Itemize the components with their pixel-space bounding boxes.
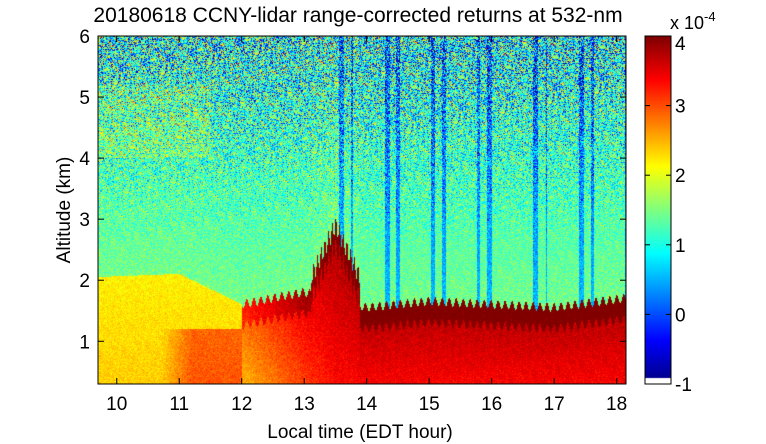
colorbar-tick-label: -1 (675, 375, 692, 396)
colorbar-scale-base: x 10 (670, 13, 704, 33)
x-tick-label: 11 (169, 394, 189, 415)
x-tick-label: 13 (294, 394, 315, 415)
x-tick-label: 15 (419, 394, 440, 415)
y-tick-label: 1 (79, 332, 90, 353)
colorbar: -1 0 1 2 3 4 x 10-4 (644, 9, 716, 396)
x-tick-label: 14 (356, 394, 378, 415)
x-axis-label: Local time (EDT hour) (267, 422, 453, 443)
colorbar-scale-label: x 10-4 (670, 9, 716, 33)
colorbar-gradient (645, 36, 671, 384)
x-tick-label: 12 (231, 394, 252, 415)
chart-title: 20180618 CCNY-lidar range-corrected retu… (93, 4, 622, 27)
x-tick-label: 18 (606, 394, 627, 415)
y-tick-label: 6 (79, 27, 90, 48)
colorbar-tick-label: 0 (675, 305, 686, 326)
colorbar-scale-exponent: -4 (704, 9, 716, 24)
heatmap-image (98, 36, 626, 384)
x-tick-label: 16 (481, 394, 502, 415)
colorbar-frame (644, 35, 672, 385)
colorbar-tick-label: 4 (675, 34, 686, 55)
x-tick-label: 17 (544, 394, 565, 415)
y-axis-label: Altitude (km) (54, 157, 75, 264)
x-tick-label: 10 (106, 394, 127, 415)
colorbar-ticks: -1 0 1 2 3 4 (645, 34, 692, 396)
y-tick-label: 3 (79, 210, 90, 231)
plot-frame (97, 35, 627, 385)
colorbar-tick-label: 1 (675, 236, 686, 257)
x-axis: 10 11 12 13 14 15 16 17 18 (106, 36, 627, 415)
colorbar-tick-label: 2 (675, 166, 686, 187)
colorbar-tick-label: 3 (675, 97, 686, 118)
y-tick-label: 5 (79, 88, 90, 109)
y-tick-label: 4 (79, 149, 90, 170)
y-axis: 1 2 3 4 5 6 (79, 27, 626, 353)
y-tick-label: 2 (79, 271, 90, 292)
